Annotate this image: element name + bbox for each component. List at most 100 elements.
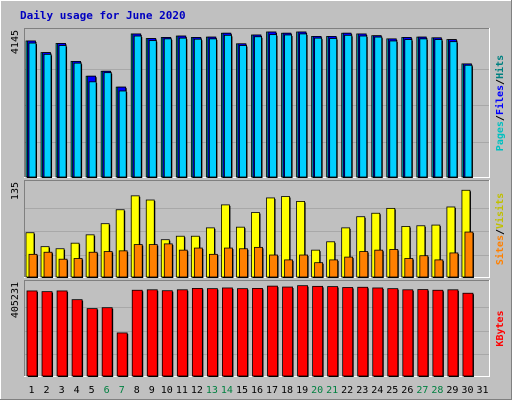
- legend-pages: Pages: [495, 121, 506, 151]
- x-tick-label-day-9: 9: [149, 385, 155, 396]
- bar-sites: [284, 259, 293, 278]
- bar-sites: [148, 244, 158, 278]
- bar-kbytes: [206, 288, 218, 377]
- legend-kbytes: KBytes: [495, 310, 506, 346]
- x-tick-label-day-13: 13: [206, 385, 218, 396]
- bar-kbytes: [327, 286, 339, 377]
- bar-sites: [103, 251, 113, 278]
- bar-kbytes: [191, 288, 203, 377]
- bar-pages: [449, 41, 458, 178]
- x-tick-label-day-23: 23: [356, 385, 368, 396]
- x-tick-label-day-5: 5: [89, 385, 95, 396]
- legend-sites: Sites: [494, 235, 506, 265]
- legend-panel-1: Pages/Files/Hits: [494, 55, 506, 151]
- bar-kbytes: [297, 285, 308, 377]
- bar-sites: [464, 231, 474, 278]
- bar-kbytes: [387, 288, 399, 377]
- x-tick-label-day-24: 24: [371, 385, 383, 396]
- bar-kbytes: [417, 289, 429, 377]
- x-tick-label-day-18: 18: [281, 385, 293, 396]
- bar-pages: [73, 62, 82, 178]
- bar-pages: [239, 45, 247, 178]
- bar-sites: [239, 248, 248, 278]
- x-tick-label-day-3: 3: [59, 385, 65, 396]
- bar-kbytes: [342, 287, 354, 377]
- bar-kbytes: [462, 292, 474, 377]
- x-tick-label-day-25: 25: [386, 385, 398, 396]
- bar-pages: [344, 34, 353, 178]
- bar-sites: [73, 258, 83, 278]
- bar-sites: [389, 249, 399, 278]
- bar-kbytes: [237, 288, 248, 377]
- bar-sites: [43, 251, 53, 278]
- chart-title: Daily usage for June 2020: [20, 9, 186, 22]
- bar-pages: [58, 45, 67, 178]
- bar-kbytes: [312, 285, 324, 377]
- bar-pages: [404, 39, 413, 178]
- bar-pages: [103, 72, 112, 178]
- bar-sites: [178, 249, 188, 278]
- x-tick-label-day-11: 11: [176, 385, 188, 396]
- bar-pages: [269, 34, 277, 178]
- bar-kbytes: [56, 290, 68, 377]
- bar-kbytes: [131, 289, 143, 377]
- bar-kbytes: [26, 290, 38, 377]
- x-tick-label-day-2: 2: [44, 385, 50, 396]
- bar-sites: [193, 247, 203, 278]
- bar-kbytes: [282, 286, 293, 377]
- legend-hits: Hits: [494, 55, 506, 79]
- bar-pages: [208, 38, 217, 178]
- bar-pages: [389, 40, 398, 178]
- bar-pages: [329, 38, 338, 178]
- legend-files: Files: [494, 85, 506, 115]
- bar-kbytes: [161, 290, 173, 377]
- x-tick-label-day-17: 17: [266, 385, 278, 396]
- bar-sites: [133, 244, 143, 278]
- bar-sites: [28, 253, 38, 278]
- chart-panels: 4145Pages/Files/Hits135Sites/Visits40523…: [10, 28, 506, 377]
- bar-pages: [359, 35, 368, 178]
- bar-kbytes: [71, 299, 83, 377]
- bar-pages: [224, 34, 232, 178]
- bar-pages: [314, 37, 323, 178]
- bar-sites: [374, 249, 384, 278]
- bar-pages: [178, 37, 187, 178]
- bar-kbytes: [357, 286, 369, 377]
- bar-pages: [284, 34, 292, 178]
- bar-kbytes: [402, 289, 414, 377]
- x-tick-label-day-6: 6: [104, 385, 110, 396]
- bar-sites: [314, 262, 324, 278]
- bar-sites: [329, 259, 339, 278]
- bar-pages: [28, 42, 37, 178]
- bar-pages: [133, 35, 142, 178]
- legend-separator: /: [495, 79, 506, 85]
- x-tick-label-day-1: 1: [29, 385, 35, 396]
- bar-sites: [299, 254, 308, 278]
- x-axis-labels: 1 2 3 4 5 6 7 8 9 10 11 12 13 14 15 16 17 18 19 20 21 22 23 24 2…: [29, 385, 489, 396]
- y-axis-max-label-1: 4145: [10, 30, 21, 54]
- x-tick-label-day-15: 15: [236, 385, 248, 396]
- x-tick-label-day-26: 26: [401, 385, 413, 396]
- x-tick-label-day-31: 31: [476, 385, 488, 396]
- bar-sites: [58, 258, 68, 278]
- bar-sites: [208, 253, 218, 278]
- x-tick-label-day-27: 27: [416, 385, 428, 396]
- bar-kbytes: [447, 289, 459, 377]
- x-tick-label-day-28: 28: [431, 385, 443, 396]
- bar-sites: [449, 252, 459, 278]
- bar-kbytes: [432, 289, 444, 377]
- x-tick-label-day-21: 21: [326, 385, 338, 396]
- x-tick-label-day-19: 19: [296, 385, 308, 396]
- bar-pages: [88, 81, 97, 178]
- x-tick-label-day-7: 7: [119, 385, 125, 396]
- bar-sites: [269, 254, 278, 278]
- bar-sites: [434, 259, 444, 278]
- bar-kbytes: [252, 288, 263, 377]
- legend-panel-2: Sites/Visits: [494, 193, 506, 265]
- y-axis-max-label-3: 405231: [10, 282, 21, 318]
- bar-sites: [404, 258, 414, 278]
- x-tick-label-day-4: 4: [74, 385, 80, 396]
- bar-pages: [43, 53, 52, 178]
